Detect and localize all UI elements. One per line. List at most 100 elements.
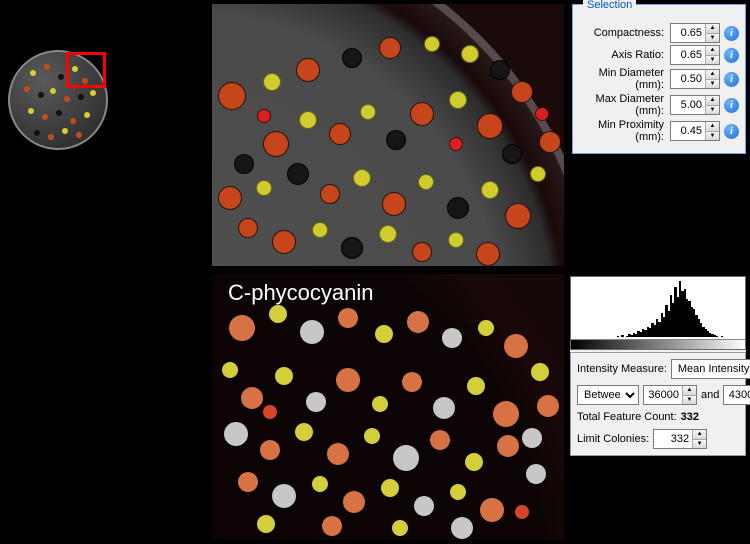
colony-fluor-marker[interactable] [306, 392, 326, 412]
spin-down-icon[interactable]: ▼ [692, 440, 706, 449]
spin-up-icon[interactable]: ▲ [705, 70, 719, 80]
colony-marker[interactable] [256, 180, 272, 196]
colony-marker[interactable] [312, 222, 328, 238]
colony-marker[interactable] [461, 45, 479, 63]
colony-fluor-marker[interactable] [375, 325, 393, 343]
colony-fluor-marker[interactable] [497, 435, 519, 457]
spin-down-icon[interactable]: ▼ [705, 34, 719, 43]
colony-marker[interactable] [386, 130, 406, 150]
colony-marker[interactable] [410, 102, 434, 126]
colony-marker[interactable] [329, 123, 351, 145]
colony-fluor-marker[interactable] [269, 305, 287, 323]
selection-param-spinner[interactable]: ▲▼ [670, 121, 720, 141]
colony-marker[interactable] [342, 48, 362, 68]
colony-marker[interactable] [449, 91, 467, 109]
colony-marker[interactable] [448, 232, 464, 248]
selection-param-input[interactable] [671, 96, 705, 114]
selection-param-spinner[interactable]: ▲▼ [670, 23, 720, 43]
colony-marker[interactable] [320, 184, 340, 204]
info-icon[interactable]: i [724, 72, 739, 87]
limit-colonies-input[interactable] [654, 430, 692, 448]
colony-marker[interactable] [272, 230, 296, 254]
colony-marker[interactable] [477, 113, 503, 139]
spin-down-icon[interactable]: ▼ [705, 80, 719, 89]
colony-fluor-marker[interactable] [442, 328, 462, 348]
colony-marker[interactable] [449, 137, 463, 151]
colony-fluor-marker[interactable] [433, 397, 455, 419]
colony-fluor-marker[interactable] [372, 396, 388, 412]
colony-fluor-marker[interactable] [300, 320, 324, 344]
colony-fluor-marker[interactable] [450, 484, 466, 500]
spin-up-icon[interactable]: ▲ [705, 96, 719, 106]
colony-fluor-marker[interactable] [465, 453, 483, 471]
colony-marker[interactable] [424, 36, 440, 52]
colony-marker[interactable] [476, 242, 500, 266]
range-high-spinner[interactable]: ▲▼ [723, 385, 750, 405]
colony-fluor-marker[interactable] [480, 498, 504, 522]
colony-marker[interactable] [238, 218, 258, 238]
colony-marker[interactable] [296, 58, 320, 82]
colony-marker[interactable] [379, 225, 397, 243]
colony-marker[interactable] [341, 237, 363, 259]
colony-fluor-marker[interactable] [515, 505, 529, 519]
range-low-input[interactable] [644, 386, 682, 404]
spin-up-icon[interactable]: ▲ [705, 122, 719, 132]
intensity-measure-select[interactable]: Mean Intensity [671, 359, 750, 379]
colony-marker[interactable] [539, 131, 561, 153]
colony-fluor-marker[interactable] [393, 445, 419, 471]
colony-marker[interactable] [287, 163, 309, 185]
colony-fluor-marker[interactable] [260, 440, 280, 460]
spin-down-icon[interactable]: ▼ [705, 132, 719, 141]
selection-param-input[interactable] [671, 46, 705, 64]
colony-marker[interactable] [511, 81, 533, 103]
spin-up-icon[interactable]: ▲ [692, 430, 706, 440]
colony-marker[interactable] [382, 192, 406, 216]
colony-fluor-marker[interactable] [238, 472, 258, 492]
colony-marker[interactable] [535, 107, 549, 121]
colony-marker[interactable] [505, 203, 531, 229]
spin-down-icon[interactable]: ▼ [705, 106, 719, 115]
colony-fluor-marker[interactable] [493, 401, 519, 427]
selection-param-input[interactable] [671, 70, 705, 88]
limit-colonies-spinner[interactable]: ▲▼ [653, 429, 707, 449]
colony-marker[interactable] [257, 109, 271, 123]
colony-marker[interactable] [481, 181, 499, 199]
colony-marker[interactable] [263, 73, 281, 91]
colony-marker[interactable] [379, 37, 401, 59]
colony-fluor-marker[interactable] [312, 476, 328, 492]
colony-fluor-marker[interactable] [478, 320, 494, 336]
colony-fluor-marker[interactable] [414, 496, 434, 516]
colony-marker[interactable] [490, 60, 510, 80]
colony-marker[interactable] [299, 111, 317, 129]
info-icon[interactable]: i [724, 26, 739, 41]
colony-fluor-marker[interactable] [327, 443, 349, 465]
selection-param-spinner[interactable]: ▲▼ [670, 45, 720, 65]
colony-marker[interactable] [234, 154, 254, 174]
spin-up-icon[interactable]: ▲ [682, 386, 696, 396]
colony-marker[interactable] [263, 131, 289, 157]
colony-fluor-marker[interactable] [531, 363, 549, 381]
colony-fluor-marker[interactable] [504, 334, 528, 358]
colony-marker[interactable] [447, 197, 469, 219]
colony-fluor-marker[interactable] [451, 517, 473, 539]
colony-fluor-marker[interactable] [526, 464, 546, 484]
colony-fluor-marker[interactable] [467, 377, 485, 395]
colony-fluor-marker[interactable] [392, 520, 408, 536]
colony-marker[interactable] [218, 82, 246, 110]
selection-param-spinner[interactable]: ▲▼ [670, 95, 720, 115]
colony-fluor-marker[interactable] [343, 491, 365, 513]
colony-fluor-marker[interactable] [241, 387, 263, 409]
colony-marker[interactable] [418, 174, 434, 190]
colony-fluor-marker[interactable] [522, 428, 542, 448]
colony-marker[interactable] [412, 242, 432, 262]
selection-param-input[interactable] [671, 122, 705, 140]
colony-marker[interactable] [360, 104, 376, 120]
colony-marker[interactable] [353, 169, 371, 187]
info-icon[interactable]: i [724, 48, 739, 63]
colony-fluor-marker[interactable] [224, 422, 248, 446]
roi-rectangle[interactable] [66, 52, 106, 88]
info-icon[interactable]: i [724, 98, 739, 113]
colony-fluor-marker[interactable] [407, 311, 429, 333]
colony-fluor-marker[interactable] [257, 515, 275, 533]
range-mode-select[interactable]: Between [577, 385, 639, 405]
